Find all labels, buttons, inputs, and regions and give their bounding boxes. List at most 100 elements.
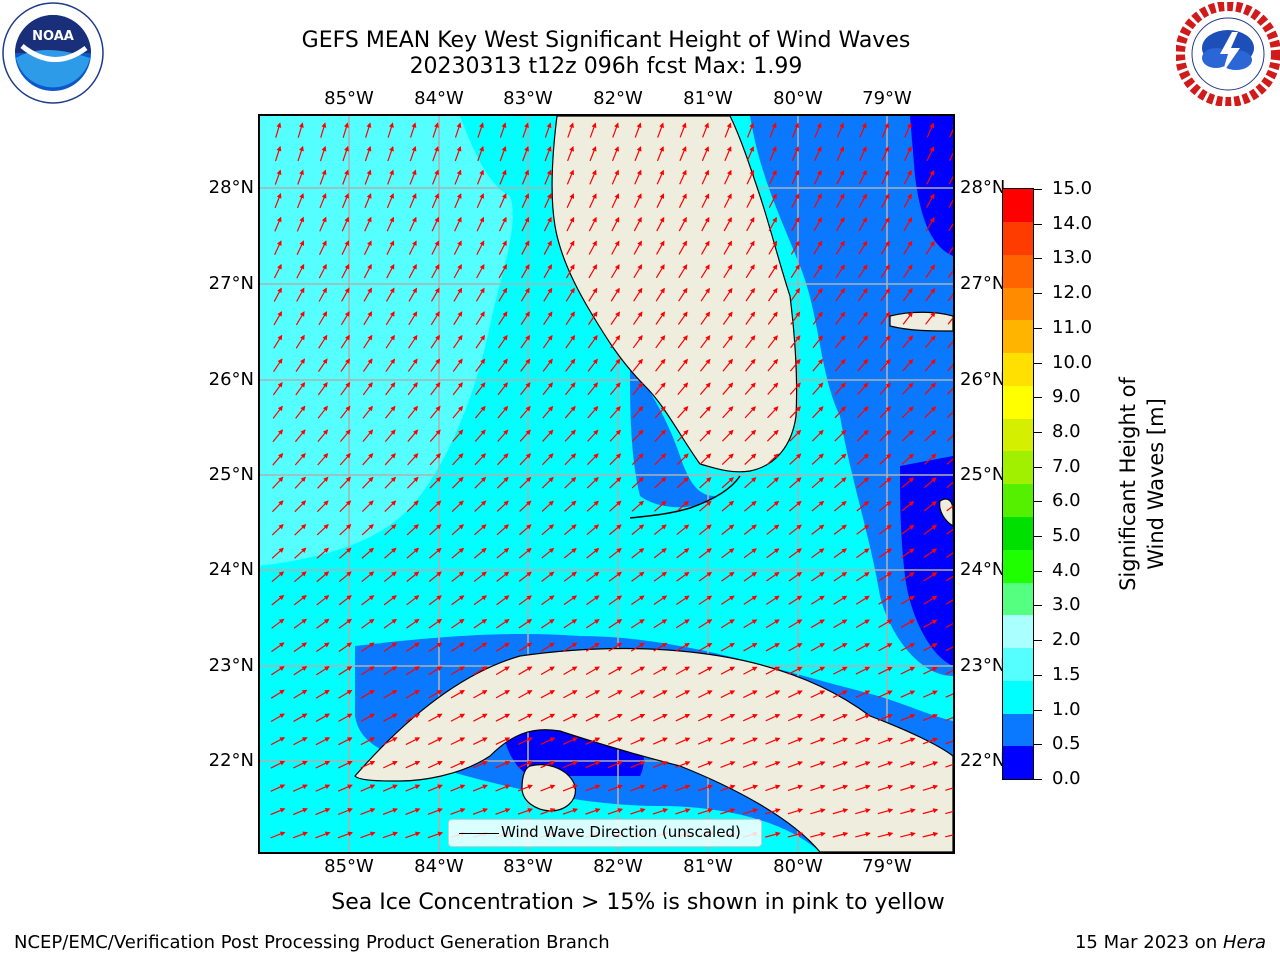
wave-direction-arrow <box>834 453 847 465</box>
wave-direction-arrow <box>427 831 444 839</box>
wave-direction-arrow <box>765 713 781 722</box>
colorbar-tick-mark <box>1034 258 1042 260</box>
wave-direction-arrow <box>319 145 327 162</box>
wave-direction-arrow <box>588 264 598 279</box>
wave-direction-arrow <box>428 618 443 629</box>
wave-direction-arrow <box>655 335 666 349</box>
wave-direction-arrow <box>294 429 306 443</box>
wave-direction-arrow <box>812 406 824 419</box>
wave-direction-arrow <box>496 618 510 629</box>
colorbar-segment <box>1003 549 1033 583</box>
colorbar-segment <box>1003 582 1033 616</box>
wave-direction-arrow <box>383 571 397 583</box>
wave-direction-arrow <box>429 547 442 559</box>
wave-direction-arrow <box>744 453 757 465</box>
wave-direction-arrow <box>881 169 890 185</box>
wave-direction-arrow <box>653 690 668 699</box>
wave-direction-arrow <box>363 287 372 302</box>
wave-direction-arrow <box>835 287 846 302</box>
wave-direction-arrow <box>677 358 688 372</box>
wave-direction-arrow <box>495 737 511 745</box>
wave-direction-arrow <box>293 713 308 722</box>
wave-direction-arrow <box>879 358 891 372</box>
wave-direction-arrow <box>608 642 623 652</box>
wave-direction-arrow <box>744 429 757 442</box>
wave-direction-arrow <box>656 146 664 162</box>
wave-direction-arrow <box>791 217 800 232</box>
wave-direction-arrow <box>720 761 736 768</box>
wave-direction-arrow <box>453 334 463 349</box>
wave-direction-arrow <box>315 831 331 839</box>
wave-direction-arrow <box>454 145 462 162</box>
wave-direction-arrow <box>586 453 599 466</box>
wave-direction-arrow <box>655 264 665 279</box>
longitude-label-top: 83°W <box>503 88 553 109</box>
wave-direction-arrow <box>855 714 871 722</box>
wave-direction-arrow <box>293 642 308 653</box>
wave-direction-arrow <box>631 500 644 512</box>
wave-direction-arrow <box>294 523 307 536</box>
wave-direction-arrow <box>787 784 804 792</box>
wave-direction-arrow <box>362 429 374 443</box>
colorbar-tick-label: 5.0 <box>1052 525 1081 547</box>
wave-direction-arrow <box>813 169 822 185</box>
wave-direction-arrow <box>296 240 305 255</box>
wave-direction-arrow <box>386 263 395 279</box>
wave-direction-arrow <box>746 146 754 162</box>
wave-contour-1.5-2.0 <box>260 116 513 566</box>
wave-direction-arrow <box>565 334 576 349</box>
wave-direction-arrow <box>765 643 780 652</box>
legend-label: Wind Wave Direction (unscaled) <box>501 823 741 841</box>
wave-direction-arrow <box>722 382 734 395</box>
wave-direction-arrow <box>342 122 349 138</box>
wave-direction-arrow <box>698 595 713 605</box>
wave-direction-arrow <box>901 501 915 512</box>
wave-direction-arrow <box>744 477 757 489</box>
wave-direction-arrow <box>631 571 645 582</box>
wave-direction-arrow <box>360 784 376 792</box>
colorbar <box>1002 188 1034 780</box>
wave-direction-arrow <box>904 146 912 161</box>
wave-direction-arrow <box>924 335 936 349</box>
colorbar-tick-label: 1.0 <box>1052 698 1081 720</box>
wave-direction-arrow <box>834 358 846 372</box>
wave-direction-arrow <box>833 524 847 535</box>
wave-direction-arrow <box>700 240 710 255</box>
wave-direction-arrow <box>675 690 691 699</box>
wave-direction-arrow <box>812 287 823 302</box>
wave-direction-arrow <box>383 618 398 629</box>
wave-direction-arrow <box>273 334 283 349</box>
wave-direction-arrow <box>903 240 913 255</box>
wave-direction-arrow <box>498 216 507 232</box>
wave-direction-arrow <box>721 571 735 582</box>
wave-direction-arrow <box>878 572 893 582</box>
wave-direction-arrow <box>498 287 508 302</box>
wave-direction-arrow <box>699 382 711 395</box>
colorbar-tick-mark <box>1034 327 1042 329</box>
wave-direction-arrow <box>631 524 645 536</box>
wave-direction-arrow <box>700 335 711 349</box>
wave-direction-arrow <box>294 547 307 559</box>
wave-direction-arrow <box>925 311 936 325</box>
wave-direction-arrow <box>925 217 935 232</box>
wave-direction-arrow <box>788 548 802 559</box>
wave-direction-arrow <box>431 216 440 232</box>
wave-direction-arrow <box>653 713 668 722</box>
wave-direction-arrow <box>563 642 578 652</box>
wave-direction-arrow <box>340 382 351 396</box>
wave-direction-arrow <box>475 382 486 396</box>
wave-direction-arrow <box>788 595 803 605</box>
wave-direction-arrow <box>697 784 714 792</box>
wave-direction-arrow <box>339 547 352 559</box>
wave-direction-arrow <box>923 548 938 559</box>
wave-direction-arrow <box>856 500 870 512</box>
wave-direction-arrow <box>588 240 597 255</box>
wave-direction-arrow <box>945 832 953 838</box>
wave-direction-arrow <box>722 335 733 349</box>
wave-direction-arrow <box>700 287 710 302</box>
wave-direction-arrow <box>766 453 779 465</box>
wave-direction-arrow <box>811 524 825 535</box>
wave-direction-arrow <box>675 784 691 792</box>
wave-direction-arrow <box>518 666 533 676</box>
wave-direction-arrow <box>296 216 304 232</box>
